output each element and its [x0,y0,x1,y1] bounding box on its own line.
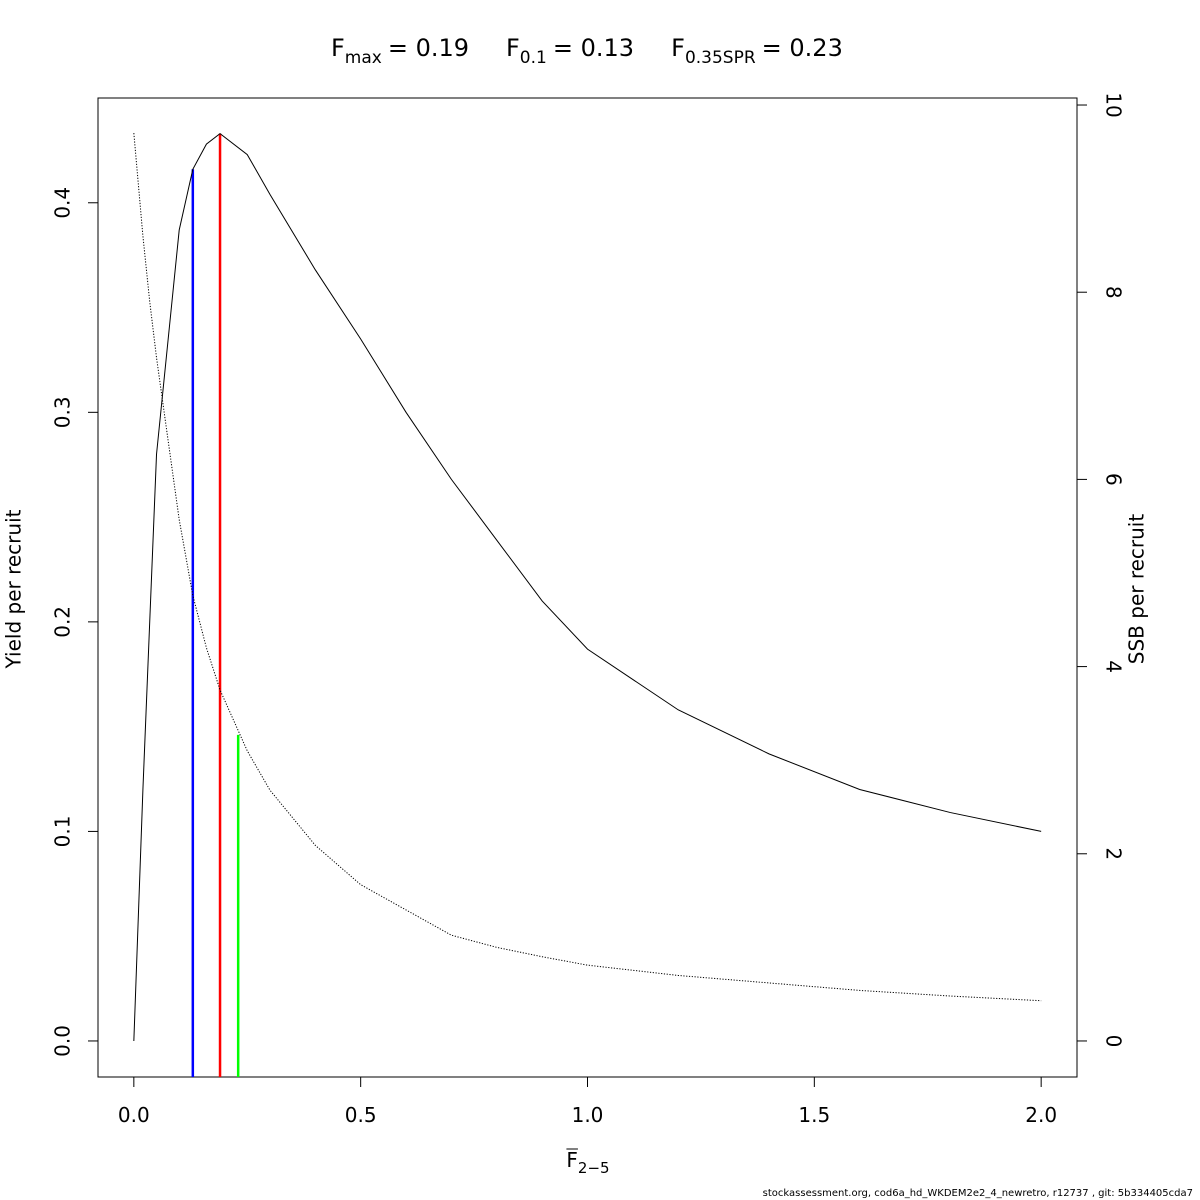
x-tick-label: 0.5 [345,1103,377,1127]
series-line [133,132,1042,1041]
title-item: Fmax = 0.19 [331,34,469,68]
y2-axis-label: SSB per recruit [1125,514,1149,665]
title-symbol: F [671,34,685,62]
title-symbol: F [331,34,345,62]
x-tick-label: 1.0 [572,1103,604,1127]
y2-tick-label: 0 [1102,1035,1126,1048]
x-tick-label: 0.0 [118,1103,150,1127]
y2-tick-label: 6 [1102,473,1126,486]
y2-tick-label: 10 [1102,92,1126,117]
y2-tick-label: 8 [1102,286,1126,299]
x-axis-label: F2−5 [566,1148,609,1177]
title-symbol: F [506,34,520,62]
y-tick-label: 0.0 [51,1025,75,1057]
plot-frame [97,97,1078,1078]
y2-tick-label: 4 [1102,660,1126,673]
title-subscript: max [345,48,382,68]
title-item: F0.35SPR = 0.23 [671,34,843,68]
footer: stockassessment.org, cod6a_hd_WKDEM2e2_4… [763,1188,1193,1199]
y2-tick-label: 2 [1102,847,1126,860]
x-tick-label: 2.0 [1025,1103,1057,1127]
x-label-subscript: 2−5 [578,1159,610,1177]
y-axis-label: Yield per recruit [2,509,26,669]
title-text: = 0.13 [553,34,634,62]
title-text: = 0.23 [762,34,843,62]
x-tick-label: 1.5 [798,1103,830,1127]
title-item: F0.1 = 0.13 [506,34,634,68]
y-tick-label: 0.4 [51,187,75,219]
title-subscript: 0.35SPR [685,48,756,68]
y-tick-label: 0.2 [51,606,75,638]
y-tick-label: 0.1 [51,816,75,848]
title-subscript: 0.1 [520,48,547,68]
x-label-symbol: F [566,1148,578,1172]
y-tick-label: 0.3 [51,396,75,428]
title-text: = 0.19 [388,34,469,62]
series-line [133,133,1042,1002]
